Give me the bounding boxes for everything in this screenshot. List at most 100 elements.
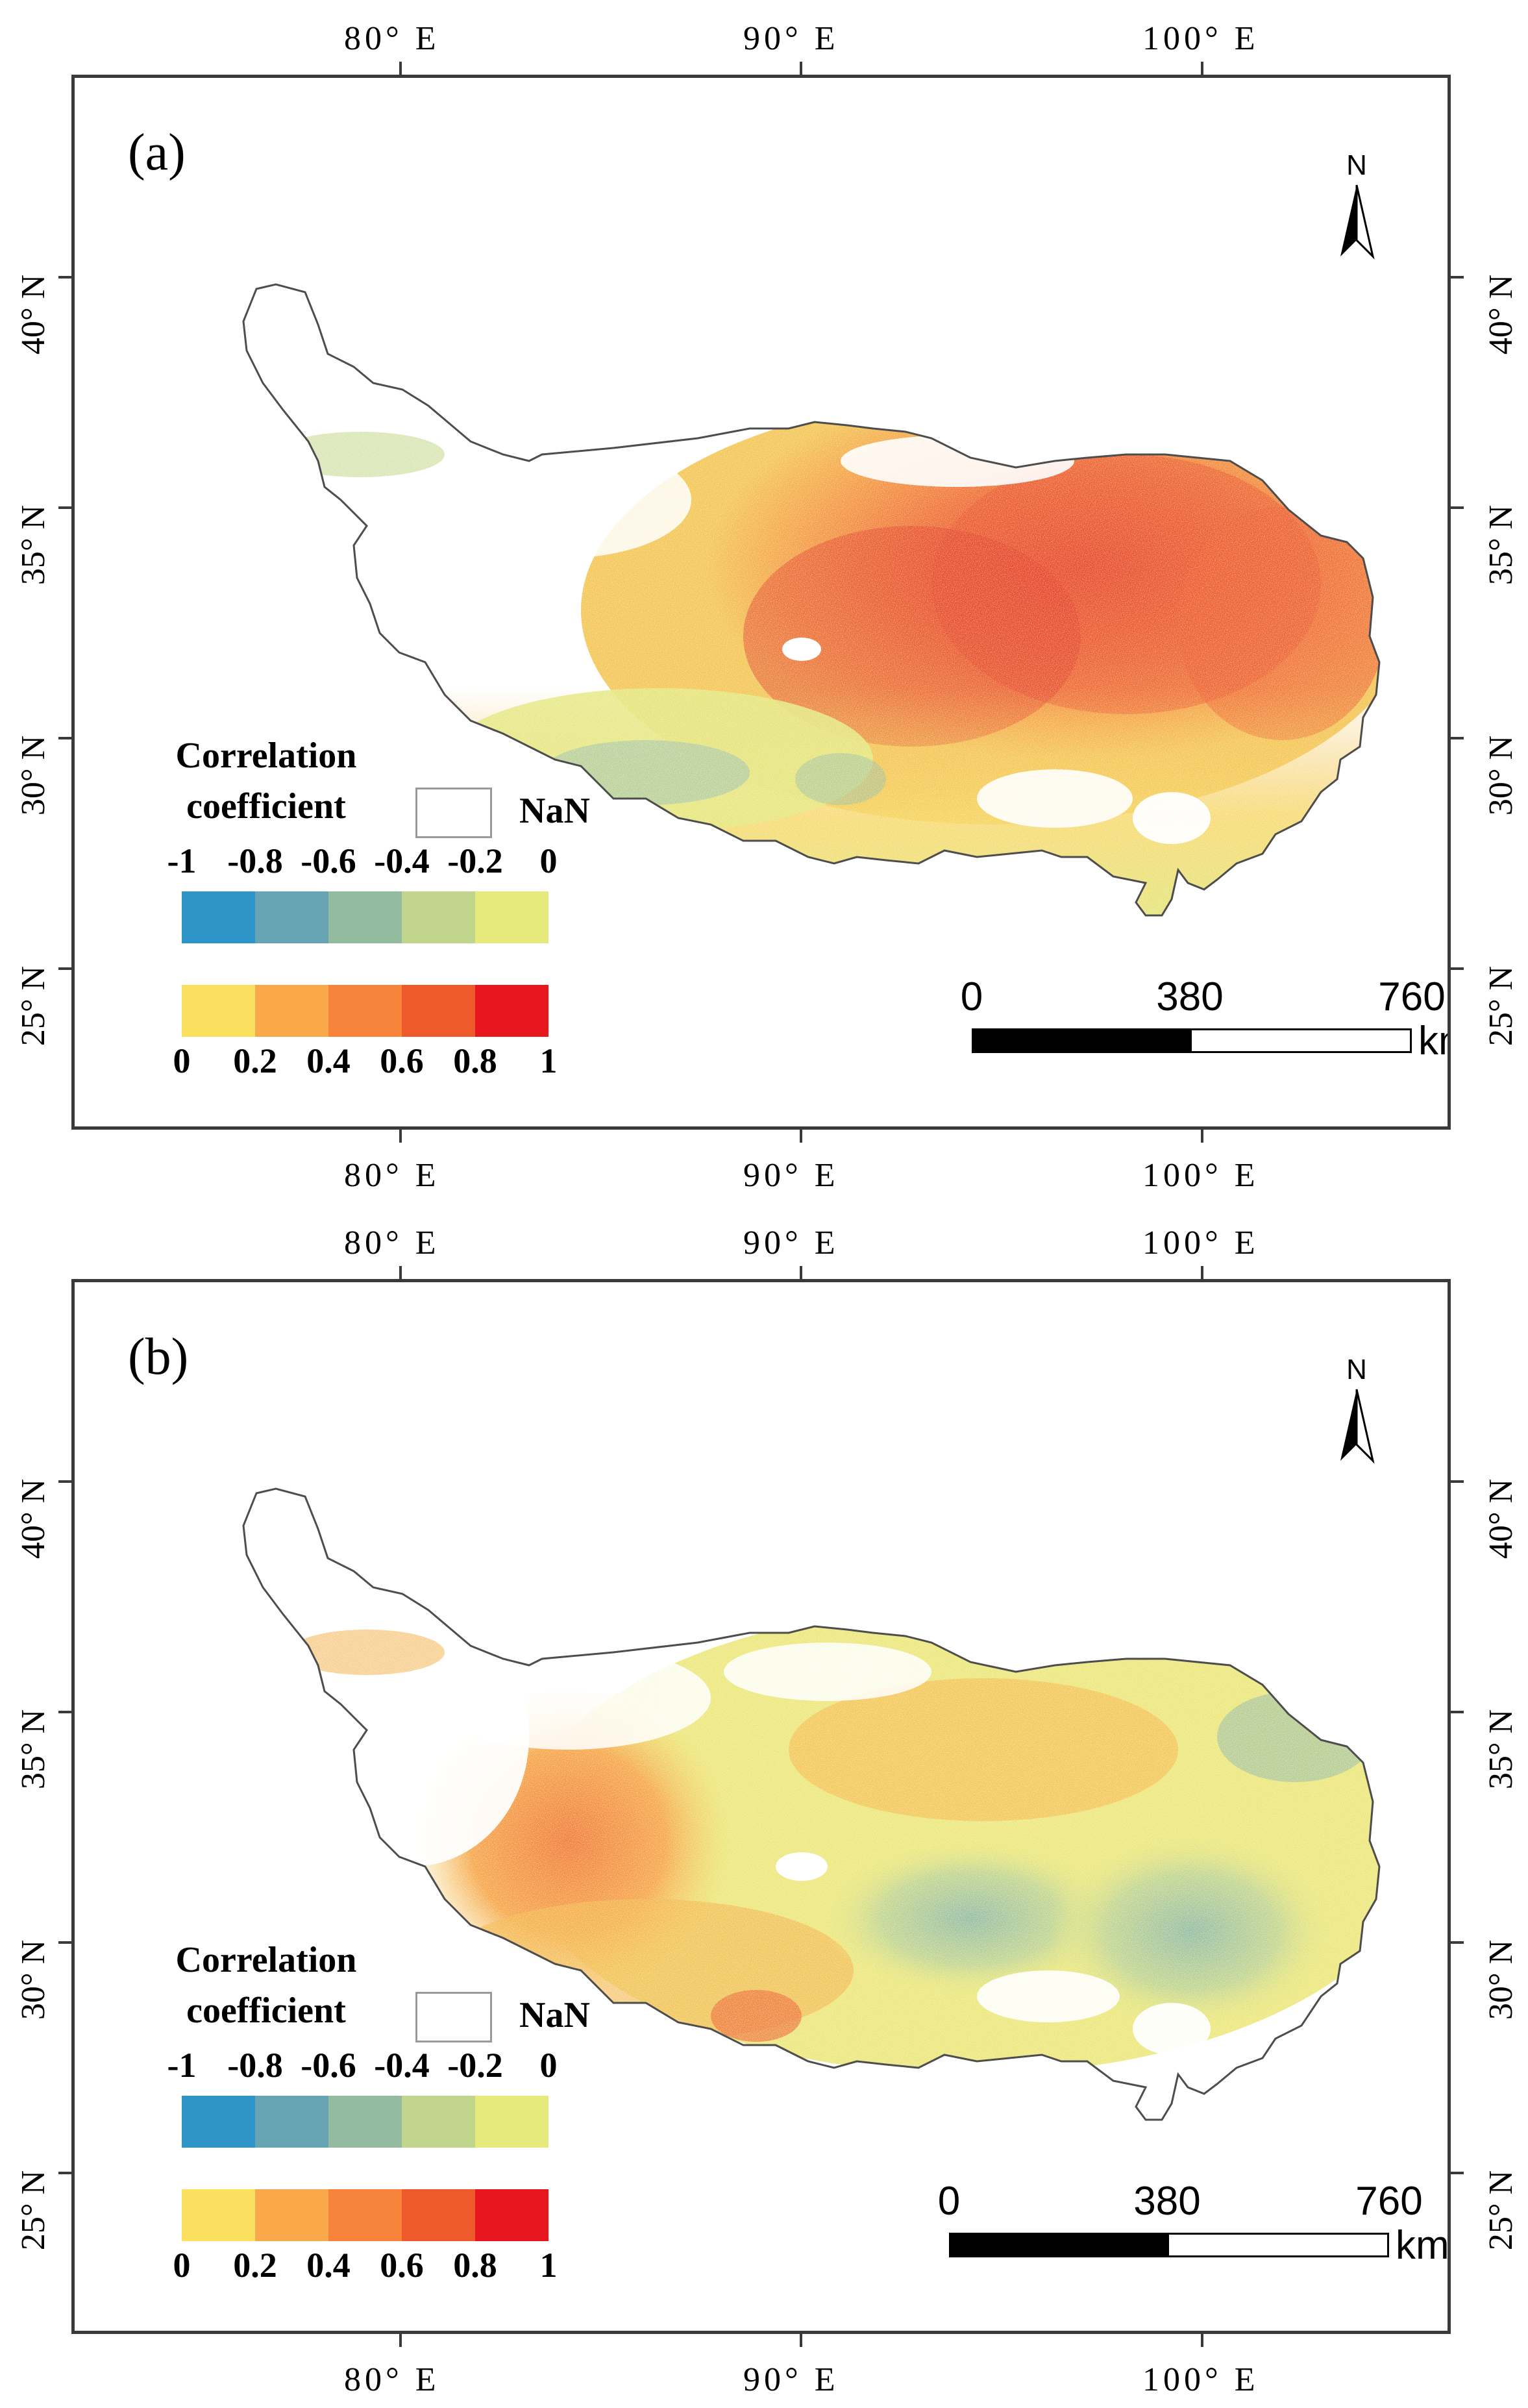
neg-tick: -1 [167, 841, 197, 880]
nan-swatch [415, 788, 492, 838]
lat-label-left-25: 25° N [15, 965, 53, 1047]
lat-label-right-40: 40° N [1482, 1478, 1520, 1559]
neg-swatch [475, 2096, 548, 2148]
pos-tick: 0.4 [306, 1041, 351, 1080]
negative-color-ramp [182, 2096, 548, 2148]
lon-label-top-80: 80° E [344, 20, 440, 57]
north-arrow: N [1334, 1354, 1379, 1464]
scale-label-0: 0 [937, 2179, 961, 2224]
neg-swatch [475, 891, 548, 943]
north-arrow-icon [1340, 1389, 1375, 1464]
scale-label-380: 380 [1156, 974, 1224, 1019]
scale-segment-black [972, 1028, 1190, 1053]
neg-tick: -0.8 [227, 841, 283, 880]
tick-mark [399, 1128, 402, 1143]
pos-tick: 0.8 [453, 2246, 497, 2285]
north-arrow: N [1334, 149, 1379, 260]
legend-title-line1: Correlation [175, 1940, 357, 1980]
pos-swatch [328, 2189, 402, 2241]
lon-label-top-90: 90° E [743, 20, 839, 57]
lat-label-left-30: 30° N [15, 1939, 53, 2020]
lat-label-left-25: 25° N [15, 2170, 53, 2251]
figure-panel-b: 80° E 90° E 100° E 80° E 90° E 100° E 40… [0, 1204, 1528, 2405]
panel-label: (b) [128, 1328, 189, 1385]
north-label: N [1346, 1354, 1367, 1385]
pos-tick: 0.4 [306, 2246, 351, 2285]
map-frame: (a) [71, 75, 1451, 1130]
scale-label-760: 760 [1378, 974, 1446, 1019]
pos-tick: 0.2 [233, 1041, 277, 1080]
tick-mark [1201, 62, 1203, 76]
tick-mark [1449, 737, 1464, 739]
neg-swatch [328, 891, 402, 943]
lat-label-right-30: 30° N [1482, 735, 1520, 816]
tick-mark [58, 1480, 73, 1483]
neg-tick: 0 [539, 841, 558, 880]
lat-label-right-25: 25° N [1482, 965, 1520, 1047]
negative-tick-labels: -1 -0.8 -0.6 -0.4 -0.2 0 [167, 2045, 558, 2091]
lat-label-left-40: 40° N [15, 274, 53, 355]
neg-tick: -0.2 [447, 2046, 503, 2085]
tick-mark [58, 967, 73, 970]
legend-title-line2: coefficient [186, 786, 346, 826]
pos-swatch [402, 985, 475, 1037]
scale-label-0: 0 [960, 974, 983, 1019]
scale-bar: 0 380 760 km [876, 2178, 1448, 2295]
legend-title-line1: Correlation [175, 736, 357, 776]
neg-swatch [402, 2096, 475, 2148]
lon-label-bottom-80: 80° E [344, 2361, 440, 2398]
tick-mark [1449, 1711, 1464, 1713]
neg-swatch [402, 891, 475, 943]
neg-swatch [182, 2096, 255, 2148]
lon-label-top-100: 100° E [1142, 1224, 1259, 1261]
tick-mark [1449, 506, 1464, 509]
figure-panel-a: 80° E 90° E 100° E 80° E 90° E 100° E 40… [0, 0, 1528, 1201]
scale-segment-white [1167, 2233, 1389, 2257]
lat-label-right-25: 25° N [1482, 2170, 1520, 2251]
pos-swatch [328, 985, 402, 1037]
map-canvas [242, 283, 1381, 917]
lat-label-right-35: 35° N [1482, 1709, 1520, 1790]
lat-label-left-30: 30° N [15, 735, 53, 816]
pos-tick: 0.6 [380, 2246, 424, 2285]
tick-mark [1449, 1480, 1464, 1483]
scale-segment-black [949, 2233, 1167, 2257]
pos-tick: 0.8 [453, 1041, 497, 1080]
tick-mark [58, 276, 73, 279]
pos-swatch [182, 985, 255, 1037]
negative-tick-labels: -1 -0.8 -0.6 -0.4 -0.2 0 [167, 841, 558, 886]
lon-label-bottom-100: 100° E [1142, 1157, 1259, 1194]
neg-tick: -0.2 [447, 841, 503, 880]
lat-label-right-40: 40° N [1482, 274, 1520, 355]
tick-mark [800, 2333, 802, 2347]
pos-swatch [402, 2189, 475, 2241]
tick-mark [58, 737, 73, 739]
pos-swatch [475, 2189, 548, 2241]
pos-tick: 1 [539, 1041, 558, 1080]
scale-label-760: 760 [1355, 2179, 1423, 2224]
neg-tick: -0.6 [301, 841, 356, 880]
pos-tick: 0.6 [380, 1041, 424, 1080]
pos-swatch [255, 985, 328, 1037]
tick-mark [1449, 2172, 1464, 2174]
tick-mark [1449, 1941, 1464, 1944]
tick-mark [399, 1266, 402, 1280]
neg-swatch [328, 2096, 402, 2148]
pos-tick: 1 [539, 2246, 558, 2285]
tick-mark [1449, 276, 1464, 279]
neg-swatch [182, 891, 255, 943]
lat-label-left-40: 40° N [15, 1478, 53, 1559]
lat-label-left-35: 35° N [15, 504, 53, 586]
legend: Correlation coefficient NaN -1 -0.8 -0.6… [130, 730, 597, 1081]
scale-unit: km [1418, 1019, 1448, 1063]
pos-swatch [475, 985, 548, 1037]
tick-mark [399, 62, 402, 76]
neg-tick: -0.6 [301, 2046, 356, 2085]
lat-label-left-35: 35° N [15, 1709, 53, 1790]
neg-swatch [255, 891, 328, 943]
nan-label: NaN [519, 1995, 590, 2035]
tick-mark [1201, 1266, 1203, 1280]
legend: Correlation coefficient NaN -1 -0.8 -0.6… [130, 1935, 597, 2285]
map-frame: (b) [71, 1279, 1451, 2334]
nan-label: NaN [519, 791, 590, 831]
